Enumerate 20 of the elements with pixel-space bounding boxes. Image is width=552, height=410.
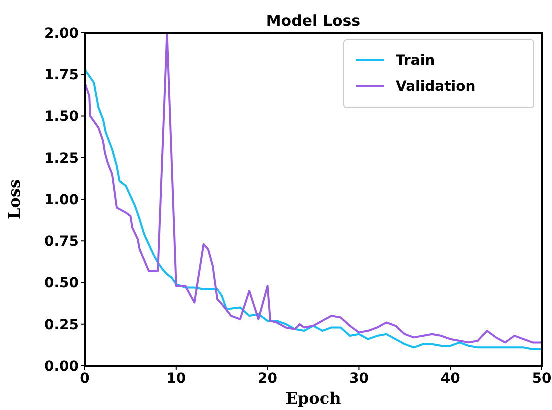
x-tick-label: 20: [258, 371, 278, 387]
x-tick-label: 0: [80, 371, 90, 387]
x-tick-label: 50: [532, 371, 552, 387]
x-axis-title: Epoch: [286, 389, 342, 408]
chart-title: Model Loss: [266, 12, 361, 30]
x-tick-label: 40: [440, 371, 461, 387]
y-tick-label: 0.25: [44, 317, 79, 334]
y-axis-title: Loss: [5, 180, 24, 220]
x-tick-label: 30: [349, 371, 370, 387]
legend-label: Validation: [396, 78, 476, 95]
y-tick-label: 1.25: [44, 150, 79, 167]
legend-label: Train: [396, 52, 436, 69]
y-tick-label: 1.00: [44, 192, 80, 208]
y-tick-label: 0.50: [44, 276, 80, 292]
y-tick-label: 2.00: [44, 26, 80, 42]
x-tick-label: 10: [166, 371, 186, 387]
y-tick-label: 0.00: [44, 358, 80, 375]
y-tick-label: 1.75: [44, 68, 79, 84]
y-tick-label: 1.50: [44, 109, 80, 126]
y-tick-label: 0.75: [44, 234, 79, 250]
